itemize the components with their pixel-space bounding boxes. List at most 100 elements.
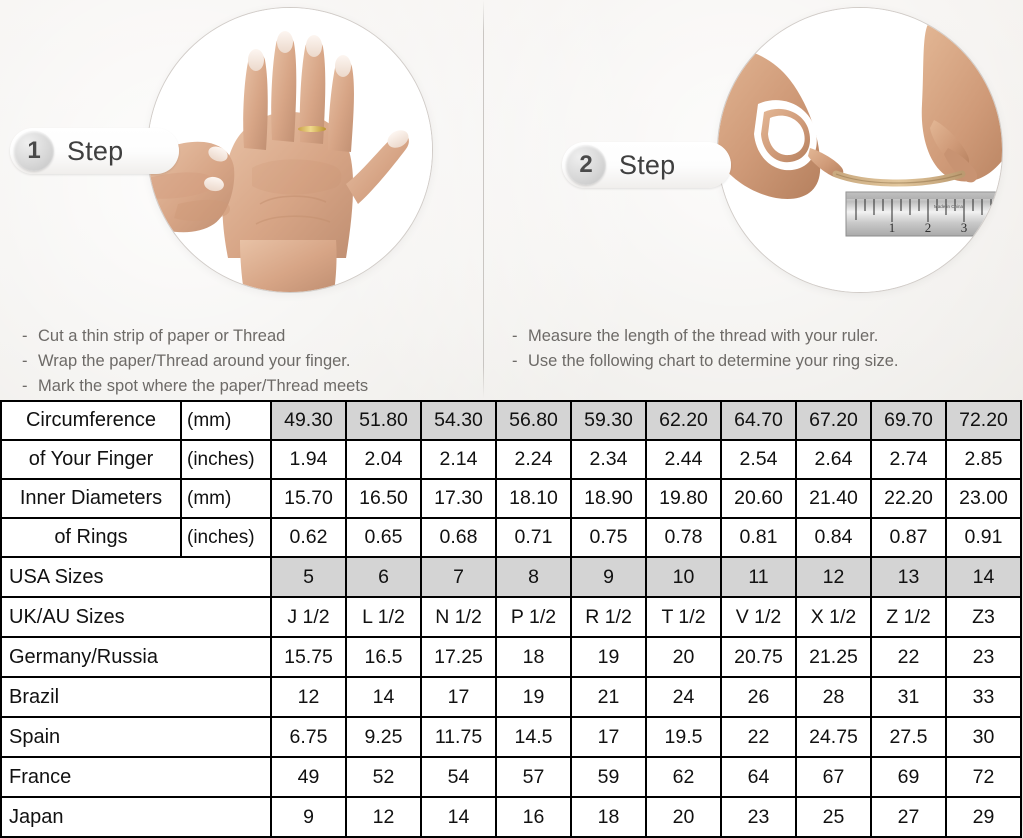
row-label-brazil: Brazil [0, 676, 272, 718]
cell: 27 [870, 796, 947, 838]
cell: 14 [420, 796, 497, 838]
instruction-text: Mark the spot where the paper/Thread mee… [38, 377, 369, 395]
cell: 0.87 [870, 517, 947, 558]
cell: 33 [945, 676, 1022, 718]
row-label-inner-diameters-2: of Rings [0, 517, 182, 558]
cell: 21 [570, 676, 647, 718]
cell: 0.71 [495, 517, 572, 558]
cell: 15.75 [270, 636, 347, 678]
cell: 15.70 [270, 478, 347, 519]
cell: 54 [420, 756, 497, 798]
cell: 7 [420, 556, 497, 598]
thread-and-ruler-photo: 1 2 3 Made in China [718, 8, 1002, 292]
cell: 17 [420, 676, 497, 718]
cell: 29 [945, 796, 1022, 838]
cell: L 1/2 [345, 596, 422, 638]
cell: 22 [870, 636, 947, 678]
cell: 18 [570, 796, 647, 838]
cell: 20 [645, 796, 722, 838]
cell: 59 [570, 756, 647, 798]
cell: 19.5 [645, 716, 722, 758]
instruction-text: Cut a thin strip of paper or Thread [38, 327, 286, 345]
cell: 30 [945, 716, 1022, 758]
step-2-instructions: - Measure the length of the thread with y… [512, 324, 1012, 374]
table-row: of Your Finger (inches) 1.94 2.04 2.14 2… [0, 439, 1022, 480]
panel-divider [483, 0, 484, 398]
cell: 21.25 [795, 636, 872, 678]
cell: 13 [870, 556, 947, 598]
cell: 17 [570, 716, 647, 758]
cell: 11.75 [420, 716, 497, 758]
cell: 20.60 [720, 478, 797, 519]
cell: 31 [870, 676, 947, 718]
cell: 16 [495, 796, 572, 838]
cell: 69.70 [870, 400, 947, 441]
row-label-spain: Spain [0, 716, 272, 758]
cell: 52 [345, 756, 422, 798]
instruction-line: - Mark the spot where the paper/Thread me… [22, 374, 472, 399]
cell: 2.34 [570, 439, 647, 480]
cell: J 1/2 [270, 596, 347, 638]
instruction-line: - Wrap the paper/Thread around your finge… [22, 349, 472, 374]
bullet-dash: - [22, 352, 28, 370]
cell: 17.25 [420, 636, 497, 678]
table-row: USA Sizes 5 6 7 8 9 10 11 12 13 14 [0, 556, 1022, 598]
instruction-line: - Use the following chart to determine yo… [512, 349, 1012, 374]
instruction-text: Wrap the paper/Thread around your finger… [38, 352, 351, 370]
step-2-label: Step [619, 149, 676, 180]
step-1-badge: 1 Step [10, 128, 179, 174]
table-row: UK/AU Sizes J 1/2 L 1/2 N 1/2 P 1/2 R 1/… [0, 596, 1022, 638]
cell: V 1/2 [720, 596, 797, 638]
instructions-section: 1 2 3 Made in China 1 Step 2 Step - Cut a… [0, 0, 1023, 400]
cell: 9 [270, 796, 347, 838]
cell: N 1/2 [420, 596, 497, 638]
cell: 11 [720, 556, 797, 598]
table-row: Spain 6.75 9.25 11.75 14.5 17 19.5 22 24… [0, 716, 1022, 758]
bullet-dash: - [512, 352, 518, 370]
svg-text:Made in China: Made in China [934, 204, 964, 209]
cell: 49.30 [270, 400, 347, 441]
cell: P 1/2 [495, 596, 572, 638]
cell: X 1/2 [795, 596, 872, 638]
cell: 8 [495, 556, 572, 598]
table-row: Circumference (mm) 49.30 51.80 54.30 56.… [0, 400, 1022, 441]
cell: 28 [795, 676, 872, 718]
instruction-text: Measure the length of the thread with yo… [528, 327, 879, 345]
cell: 17.30 [420, 478, 497, 519]
step-2-badge: 2 Step [562, 142, 731, 188]
instruction-line: - Cut a thin strip of paper or Thread [22, 324, 472, 349]
svg-text:3: 3 [961, 220, 968, 235]
cell: 2.54 [720, 439, 797, 480]
cell: 12 [270, 676, 347, 718]
cell: 25 [795, 796, 872, 838]
cell: 0.84 [795, 517, 872, 558]
cell: 62.20 [645, 400, 722, 441]
cell: 0.65 [345, 517, 422, 558]
row-label-usa-sizes: USA Sizes [0, 556, 272, 598]
cell: 9.25 [345, 716, 422, 758]
cell: 6 [345, 556, 422, 598]
svg-text:2: 2 [925, 220, 932, 235]
table-row: Inner Diameters (mm) 15.70 16.50 17.30 1… [0, 478, 1022, 519]
cell: 2.64 [795, 439, 872, 480]
cell: 18 [495, 636, 572, 678]
hand-with-ring-photo [148, 8, 432, 292]
cell: 49 [270, 756, 347, 798]
cell: 57 [495, 756, 572, 798]
cell: 12 [795, 556, 872, 598]
cell: 5 [270, 556, 347, 598]
cell: T 1/2 [645, 596, 722, 638]
cell: 14 [345, 676, 422, 718]
step-1-number: 1 [14, 131, 54, 171]
row-label-japan: Japan [0, 796, 272, 838]
cell: 2.74 [870, 439, 947, 480]
step-1-label: Step [67, 135, 124, 166]
cell: 54.30 [420, 400, 497, 441]
cell: 18.10 [495, 478, 572, 519]
cell: 0.78 [645, 517, 722, 558]
step-2-number: 2 [566, 145, 606, 185]
cell: 19 [570, 636, 647, 678]
table-row: Germany/Russia 15.75 16.5 17.25 18 19 20… [0, 636, 1022, 678]
cell: 12 [345, 796, 422, 838]
